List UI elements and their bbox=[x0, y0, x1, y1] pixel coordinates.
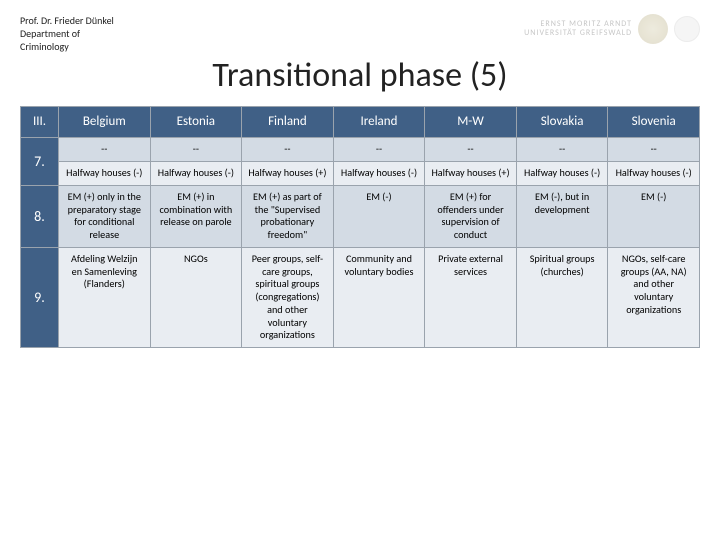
col-header: M-W bbox=[425, 107, 517, 138]
col-header: Slovenia bbox=[608, 107, 700, 138]
col-header-index: III. bbox=[21, 107, 59, 138]
logo-block: ERNST MORITZ ARNDT UNIVERSITÄT GREIFSWAL… bbox=[524, 14, 700, 44]
cell: Halfway houses (-) bbox=[608, 162, 700, 186]
col-header: Slovakia bbox=[516, 107, 608, 138]
data-table: III. Belgium Estonia Finland Ireland M-W… bbox=[20, 106, 700, 348]
cell: Halfway houses (+) bbox=[425, 162, 517, 186]
table-row: Halfway houses (-) Halfway houses (-) Ha… bbox=[21, 162, 700, 186]
table-row: 7. -- -- -- -- -- -- -- bbox=[21, 138, 700, 162]
cell: Halfway houses (+) bbox=[242, 162, 334, 186]
affil-line: Department of bbox=[20, 27, 114, 40]
cell: Halfway houses (-) bbox=[333, 162, 425, 186]
cell: EM (-), but in development bbox=[516, 185, 608, 247]
cell: Peer groups, self-care groups, spiritual… bbox=[242, 247, 334, 347]
table-row: 8. EM (+) only in the preparatory stage … bbox=[21, 185, 700, 247]
cell: -- bbox=[150, 138, 242, 162]
affil-line: Prof. Dr. Frieder Dünkel bbox=[20, 14, 114, 27]
cell: Halfway houses (-) bbox=[59, 162, 151, 186]
cell: EM (+) only in the preparatory stage for… bbox=[59, 185, 151, 247]
cell: EM (-) bbox=[608, 185, 700, 247]
col-header: Belgium bbox=[59, 107, 151, 138]
slide: Prof. Dr. Frieder Dünkel Department of C… bbox=[0, 0, 720, 540]
logo-text: ERNST MORITZ ARNDT UNIVERSITÄT GREIFSWAL… bbox=[524, 20, 632, 38]
cell: Community and voluntary bodies bbox=[333, 247, 425, 347]
cell: -- bbox=[59, 138, 151, 162]
row-index: 7. bbox=[21, 138, 59, 186]
col-header: Estonia bbox=[150, 107, 242, 138]
table-row: 9. Afdeling Welzijn en Samenleving (Flan… bbox=[21, 247, 700, 347]
cell: Afdeling Welzijn en Samenleving (Flander… bbox=[59, 247, 151, 347]
affil-line: Criminology bbox=[20, 40, 114, 53]
cell: -- bbox=[425, 138, 517, 162]
cell: Halfway houses (-) bbox=[150, 162, 242, 186]
cell: NGOs, self-care groups (AA, NA) and othe… bbox=[608, 247, 700, 347]
row-index: 8. bbox=[21, 185, 59, 247]
accreditation-badge-icon bbox=[674, 16, 700, 42]
cell: -- bbox=[608, 138, 700, 162]
cell: NGOs bbox=[150, 247, 242, 347]
cell: Halfway houses (-) bbox=[516, 162, 608, 186]
logo-text-line: UNIVERSITÄT GREIFSWALD bbox=[524, 29, 632, 38]
cell: EM (+) as part of the "Supervised probat… bbox=[242, 185, 334, 247]
university-seal-icon bbox=[638, 14, 668, 44]
slide-title: Transitional phase (5) bbox=[20, 55, 700, 96]
col-header: Ireland bbox=[333, 107, 425, 138]
cell: -- bbox=[333, 138, 425, 162]
col-header: Finland bbox=[242, 107, 334, 138]
cell: EM (+) in combination with release on pa… bbox=[150, 185, 242, 247]
cell: -- bbox=[516, 138, 608, 162]
table-header-row: III. Belgium Estonia Finland Ireland M-W… bbox=[21, 107, 700, 138]
header-row: Prof. Dr. Frieder Dünkel Department of C… bbox=[20, 14, 700, 53]
cell: -- bbox=[242, 138, 334, 162]
row-index: 9. bbox=[21, 247, 59, 347]
cell: EM (+) for offenders under supervision o… bbox=[425, 185, 517, 247]
cell: EM (-) bbox=[333, 185, 425, 247]
cell: Private external services bbox=[425, 247, 517, 347]
affiliation-block: Prof. Dr. Frieder Dünkel Department of C… bbox=[20, 14, 114, 53]
cell: Spiritual groups (churches) bbox=[516, 247, 608, 347]
